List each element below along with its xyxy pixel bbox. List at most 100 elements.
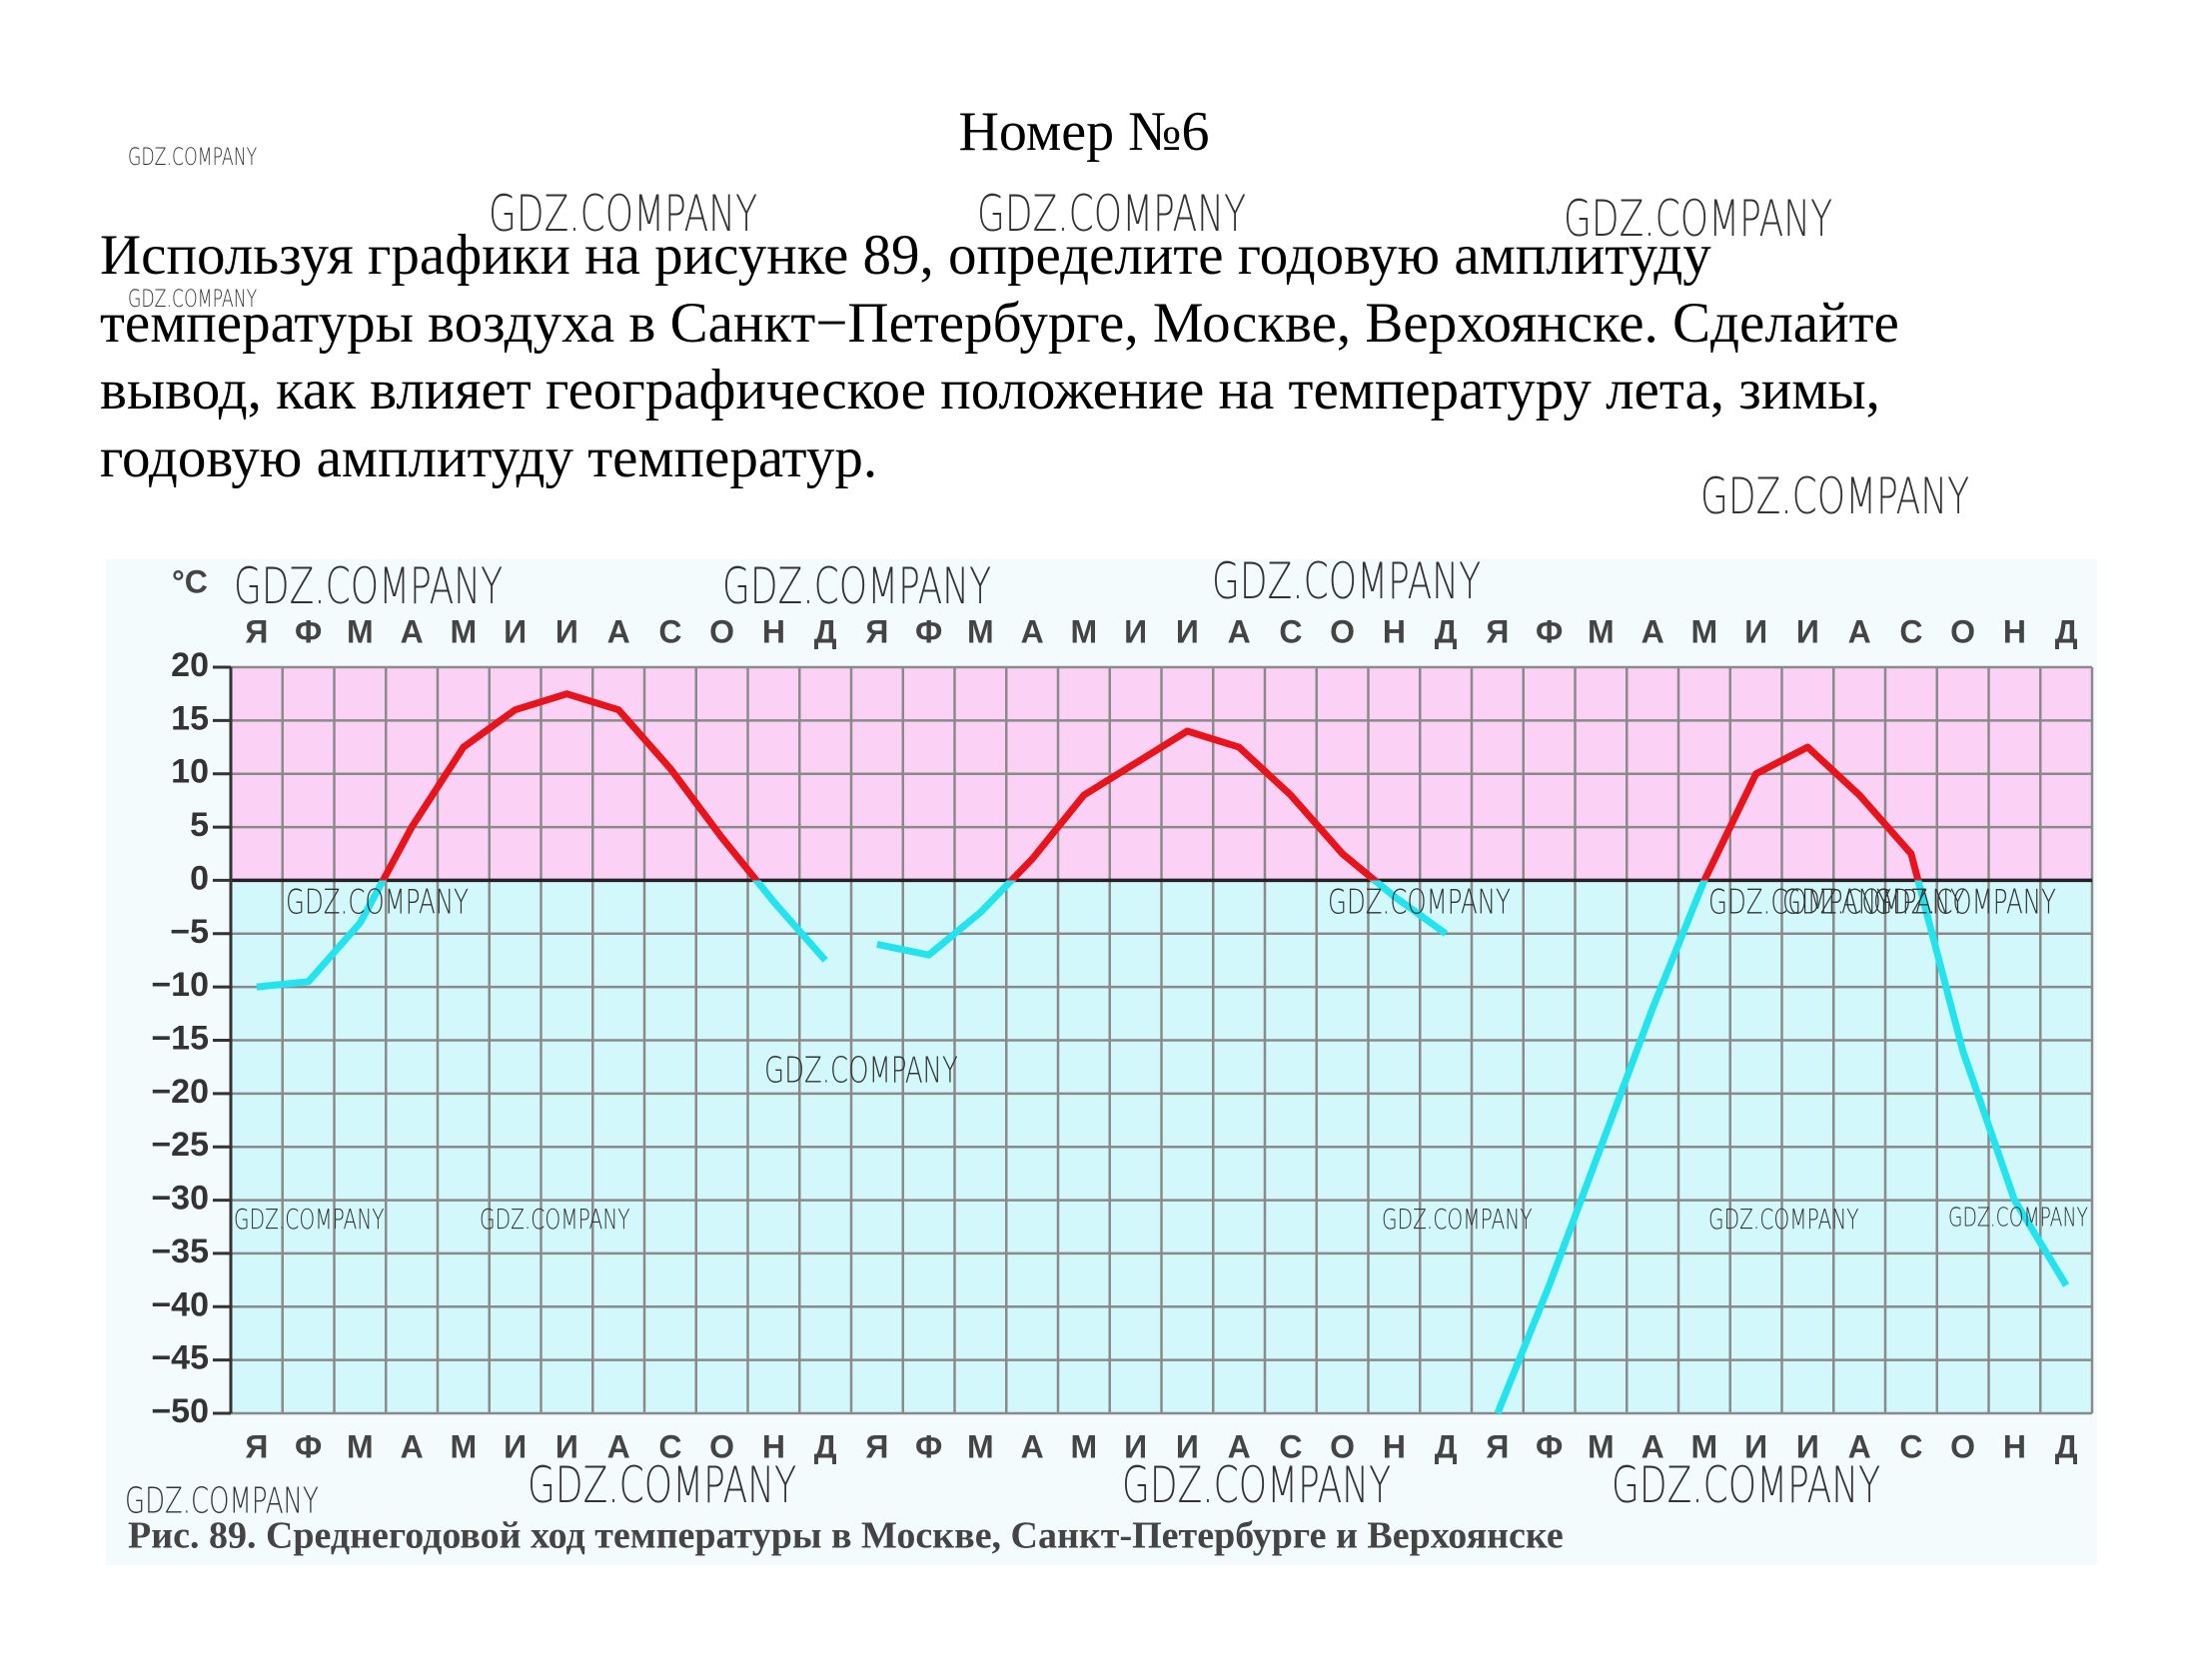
temperature-line <box>876 727 1449 959</box>
month-label-top: М <box>1691 613 1718 649</box>
month-label-bottom: С <box>658 1428 681 1464</box>
month-label-bottom: Н <box>1383 1428 1406 1464</box>
y-tick-label: −25 <box>151 1126 209 1164</box>
month-label-bottom: А <box>1848 1428 1871 1464</box>
month-label-top: Д <box>2055 613 2078 649</box>
text-line: годовую амплитуду температур. <box>100 425 878 489</box>
watermark: GDZ.COMPANY <box>1328 883 1511 922</box>
watermark: GDZ.COMPANY <box>234 558 503 615</box>
month-label-top: Я <box>1486 613 1509 649</box>
month-label-top: С <box>1279 613 1302 649</box>
month-label-top: А <box>1642 613 1664 649</box>
temperature-line <box>1494 743 2070 1415</box>
text-line: вывод, как влияет географическое положен… <box>100 359 1880 421</box>
month-label-top: Н <box>762 613 785 649</box>
watermark: GDZ.COMPANY <box>489 186 757 243</box>
month-label-bottom: М <box>1588 1428 1615 1464</box>
month-label-top: С <box>658 613 681 649</box>
watermark: GDZ.COMPANY <box>722 558 991 615</box>
watermark: GDZ.COMPANY <box>128 285 257 313</box>
month-label-bottom: М <box>1071 1428 1098 1464</box>
watermark: GDZ.COMPANY <box>234 1203 385 1236</box>
temperature-line <box>256 690 828 991</box>
month-label-bottom: Ф <box>295 1428 322 1464</box>
watermark: GDZ.COMPANY <box>528 1457 796 1514</box>
month-label-top: И <box>1124 613 1147 649</box>
watermark: GDZ.COMPANY <box>1700 468 1969 525</box>
month-label-bottom: С <box>1279 1428 1302 1464</box>
month-label-top: Д <box>1435 613 1458 649</box>
watermark: GDZ.COMPANY <box>1612 1457 1880 1514</box>
month-label-top: А <box>1848 613 1871 649</box>
y-tick-label: −5 <box>170 913 209 951</box>
month-label-top: Ф <box>915 613 942 649</box>
month-label-bottom: И <box>1796 1428 1819 1464</box>
watermark: GDZ.COMPANY <box>1948 1204 2088 1234</box>
month-label-bottom: А <box>401 1428 424 1464</box>
watermark: GDZ.COMPANY <box>1212 553 1481 610</box>
month-label-bottom: О <box>709 1428 734 1464</box>
watermark: GDZ.COMPANY <box>1382 1203 1533 1236</box>
y-tick-label: 5 <box>190 806 209 844</box>
month-label-bottom: Ф <box>915 1428 942 1464</box>
month-label-top: Н <box>1383 613 1406 649</box>
month-label-bottom: Н <box>2003 1428 2026 1464</box>
month-label-top: С <box>1899 613 1922 649</box>
task-text: Используя графики на рисунке 89, определ… <box>100 222 1899 491</box>
month-label-bottom: И <box>1124 1428 1147 1464</box>
month-label-bottom: Н <box>762 1428 785 1464</box>
month-label-top: И <box>1796 613 1819 649</box>
month-label-bottom: А <box>1021 1428 1044 1464</box>
month-label-bottom: М <box>1691 1428 1718 1464</box>
watermark: GDZ.COMPANY <box>1708 1203 1859 1236</box>
y-tick-label: −30 <box>151 1180 209 1218</box>
month-label-bottom: Ф <box>1536 1428 1563 1464</box>
month-label-top: Я <box>865 613 888 649</box>
watermark: GDZ.COMPANY <box>1782 883 1965 922</box>
month-label-top: М <box>1588 613 1615 649</box>
month-label-bottom: Я <box>1486 1428 1509 1464</box>
month-label-top: Н <box>2003 613 2026 649</box>
month-label-bottom: И <box>1176 1428 1199 1464</box>
watermark: GDZ.COMPANY <box>1873 883 2056 922</box>
month-label-bottom: О <box>1330 1428 1355 1464</box>
month-label-top: И <box>504 613 527 649</box>
y-tick-label: −35 <box>151 1233 209 1270</box>
text-line: температуры воздуха в Санкт−Петербурге, … <box>100 291 1899 355</box>
month-label-top: А <box>1021 613 1044 649</box>
month-label-top: М <box>347 613 374 649</box>
text-line: Используя графики на рисунке 89, определ… <box>100 224 1711 287</box>
month-label-top: Ф <box>1536 613 1563 649</box>
month-label-bottom: О <box>1950 1428 1975 1464</box>
month-label-top: Д <box>814 613 837 649</box>
y-tick-label: 0 <box>190 859 209 897</box>
page-title: Номер №6 <box>958 101 1210 163</box>
month-label-bottom: А <box>1642 1428 1664 1464</box>
month-label-bottom: Д <box>814 1428 837 1464</box>
y-tick-label: 15 <box>171 699 209 737</box>
month-label-bottom: Д <box>2055 1428 2078 1464</box>
y-tick-label: −45 <box>151 1339 209 1377</box>
watermark: GDZ.COMPANY <box>128 143 257 171</box>
month-label-top: А <box>401 613 424 649</box>
watermark: GDZ.COMPANY <box>125 1480 319 1521</box>
month-label-bottom: М <box>967 1428 994 1464</box>
month-label-top: А <box>607 613 630 649</box>
month-label-top: А <box>1228 613 1251 649</box>
month-label-top: М <box>967 613 994 649</box>
y-tick-label: −15 <box>151 1019 209 1057</box>
watermark: GDZ.COMPANY <box>1708 883 1891 922</box>
month-label-bottom: Я <box>865 1428 888 1464</box>
month-label-top: И <box>555 613 578 649</box>
y-tick-label: 20 <box>171 646 209 684</box>
month-label-bottom: Д <box>1435 1428 1458 1464</box>
month-label-bottom: А <box>607 1428 630 1464</box>
month-label-top: И <box>1744 613 1767 649</box>
watermark: GDZ.COMPANY <box>286 883 469 922</box>
watermark: GDZ.COMPANY <box>480 1203 630 1236</box>
y-tick-label: −10 <box>151 966 209 1004</box>
y-tick-label: −40 <box>151 1285 209 1323</box>
month-label-top: М <box>1071 613 1098 649</box>
